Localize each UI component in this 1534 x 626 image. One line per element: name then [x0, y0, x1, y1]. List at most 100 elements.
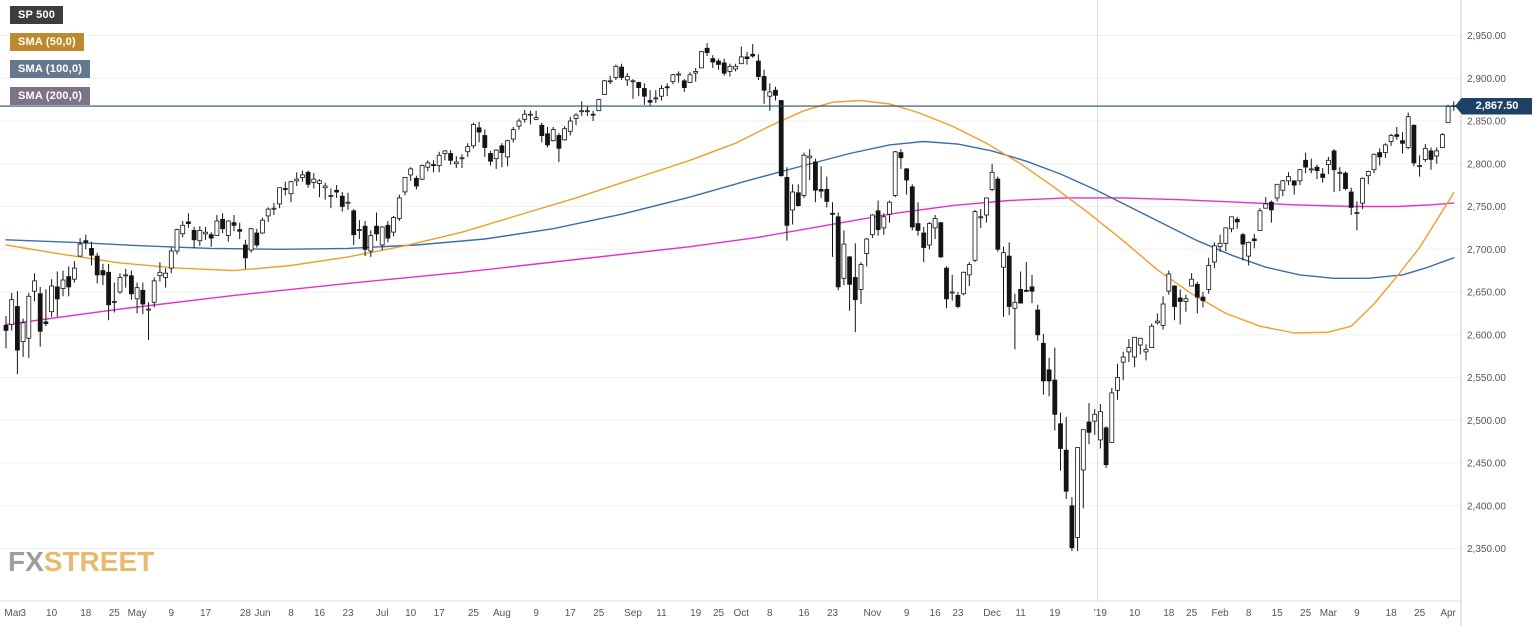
candle-body — [1388, 135, 1394, 142]
candle-body — [1080, 429, 1086, 471]
time-axis-label: Sep — [624, 608, 642, 619]
sma-50-line — [5, 99, 1455, 334]
time-axis-label: May — [128, 608, 147, 619]
candle-body — [185, 221, 191, 224]
candle-body — [693, 71, 699, 74]
candle-body — [704, 47, 710, 53]
candlestick-series[interactable] — [3, 43, 1457, 552]
candle-body — [1274, 183, 1280, 199]
fxstreet-watermark: FXSTREET — [8, 546, 154, 578]
candle-body — [442, 150, 448, 154]
candle-body — [1428, 150, 1434, 160]
candle-body — [1251, 238, 1257, 242]
candle-body — [465, 146, 471, 153]
time-axis-label: '19 — [1094, 608, 1107, 619]
time-axis-label: 9 — [169, 608, 175, 619]
time-axis-label: 25 — [109, 608, 121, 619]
candle-body — [242, 244, 248, 259]
candle-body — [1006, 255, 1012, 307]
candle-body — [727, 65, 733, 72]
candle-body — [1383, 144, 1388, 153]
time-axis-label: 28 — [240, 608, 252, 619]
candle-body — [710, 58, 716, 63]
candle-body — [1286, 176, 1291, 182]
candle-body — [1109, 392, 1115, 443]
candle-body — [379, 226, 385, 246]
candle-body — [767, 91, 773, 97]
candle-body — [151, 280, 157, 303]
candle-body — [972, 211, 978, 261]
candle-body — [197, 229, 203, 242]
candle-body — [419, 165, 425, 180]
candle-body — [1257, 210, 1263, 231]
time-axis-label: 17 — [434, 608, 446, 619]
candle-body — [1035, 309, 1041, 336]
time-axis-label: 18 — [1163, 608, 1175, 619]
time-axis-label: Jun — [254, 608, 270, 619]
candle-body — [1194, 283, 1200, 298]
candle-body — [1200, 296, 1206, 301]
candle-body — [277, 187, 283, 205]
time-axis-label: 23 — [342, 608, 354, 619]
candle-body — [681, 80, 687, 89]
candle-body — [687, 74, 693, 83]
legend-item-sma100[interactable]: SMA (100,0) — [10, 60, 91, 78]
candle-body — [248, 228, 254, 251]
candle-body — [1052, 379, 1058, 415]
candle-body — [1348, 191, 1354, 208]
time-axis-label: Oct — [734, 608, 750, 619]
candle-body — [778, 100, 784, 177]
candle-body — [1223, 227, 1229, 244]
candle-body — [311, 178, 317, 183]
candle-body — [744, 56, 750, 60]
candle-body — [1183, 298, 1189, 302]
candle-body — [499, 145, 505, 154]
time-axis-label: 9 — [904, 608, 910, 619]
time-axis-label: 25 — [468, 608, 480, 619]
candle-body — [721, 62, 727, 74]
legend-item-sma200[interactable]: SMA (200,0) — [10, 87, 91, 105]
candle-body — [590, 113, 596, 116]
price-axis-label: 2,850.00 — [1467, 117, 1506, 128]
candle-body — [254, 232, 260, 246]
legend-item-sp500[interactable]: SP 500 — [10, 6, 64, 24]
candle-body — [265, 208, 271, 217]
candle-body — [157, 271, 163, 277]
candle-body — [659, 88, 664, 97]
time-axis-label: Nov — [864, 608, 882, 619]
candle-body — [852, 277, 858, 301]
candle-body — [100, 270, 106, 276]
candle-body — [1069, 505, 1075, 549]
time-axis-label: 10 — [46, 608, 58, 619]
candle-body — [630, 80, 636, 83]
candle-body — [1212, 245, 1217, 263]
candle-body — [60, 279, 66, 290]
sma-100-line — [5, 140, 1455, 279]
legend: SP 500 SMA (50,0) SMA (100,0) SMA (200,0) — [10, 6, 91, 114]
candle-body — [585, 110, 590, 113]
time-axis-label: 8 — [288, 608, 294, 619]
candle-body — [408, 168, 414, 176]
candle-body — [1177, 297, 1183, 302]
candle-body — [94, 255, 100, 276]
price-axis-label: 2,900.00 — [1467, 74, 1506, 85]
chart-surface[interactable] — [0, 0, 1461, 601]
price-axis-label: 2,450.00 — [1467, 459, 1506, 470]
candle-body — [801, 154, 807, 196]
candle-body — [174, 229, 180, 252]
candle-body — [1422, 147, 1428, 160]
candle-body — [72, 267, 77, 280]
candle-body — [750, 53, 756, 57]
candle-body — [356, 229, 362, 232]
candle-body — [510, 129, 516, 140]
candle-body — [26, 295, 32, 339]
candle-body — [282, 188, 288, 190]
candle-body — [351, 210, 357, 236]
candle-body — [459, 157, 465, 160]
candle-body — [790, 191, 795, 211]
candle-body — [374, 225, 379, 235]
legend-item-sma50[interactable]: SMA (50,0) — [10, 33, 84, 51]
candle-body — [1086, 421, 1092, 433]
candle-body — [1217, 242, 1223, 248]
candle-body — [807, 155, 813, 159]
